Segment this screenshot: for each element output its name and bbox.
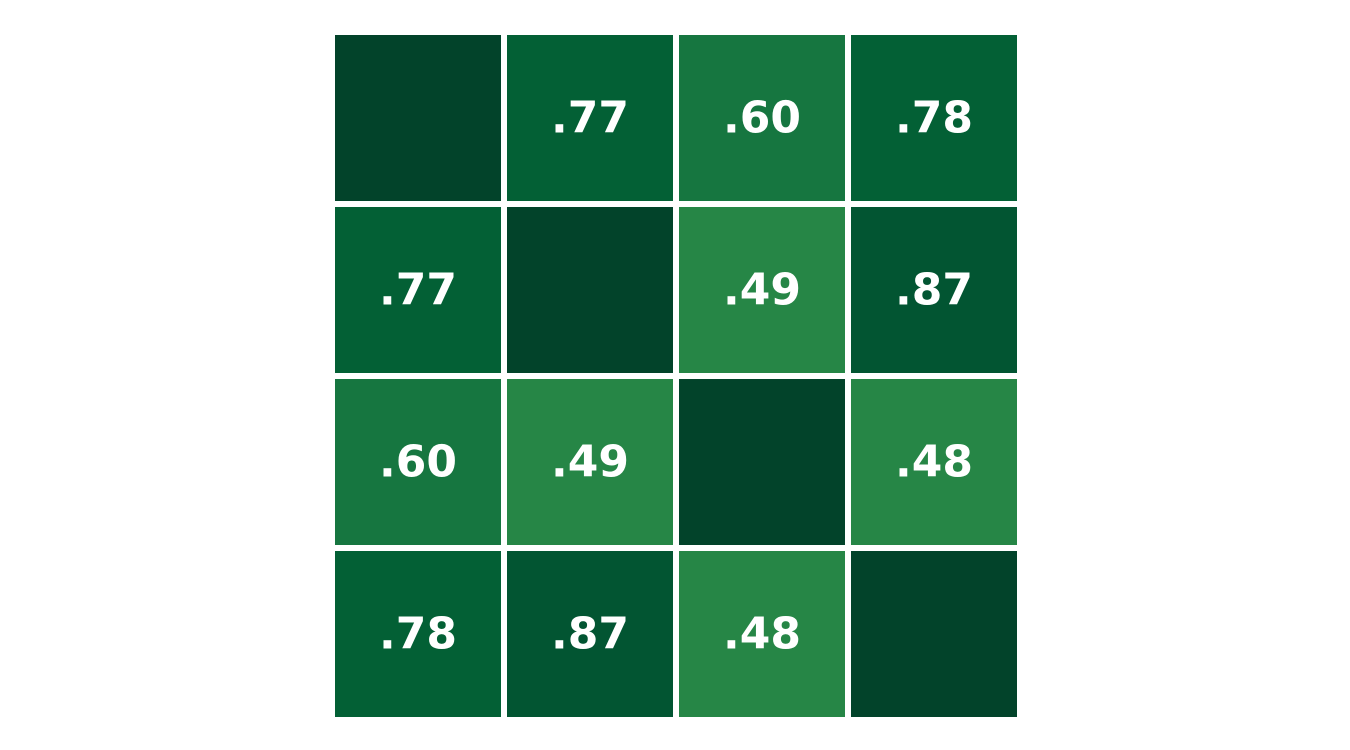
heatmap-cell-label-r1-c2: .49 (723, 265, 801, 316)
heatmap-cell-label-r0-c3: .78 (895, 93, 973, 144)
heatmap-cell-label-r3-c0: .78 (379, 609, 457, 660)
heatmap-cell-label-r2-c0: .60 (379, 437, 457, 488)
heatmap-cell-label-r3-c1: .87 (551, 609, 629, 660)
heatmap-cell-r2-c1 (507, 379, 673, 545)
heatmap-cell-r0-c2 (679, 35, 845, 201)
heatmap-cell-label-r0-c2: .60 (723, 93, 801, 144)
heatmap-cell-r2-c0 (335, 379, 501, 545)
heatmap-cell-r2-c2 (679, 379, 845, 545)
heatmap-cell-r0-c3 (851, 35, 1017, 201)
heatmap-cell-r0-c0 (335, 35, 501, 201)
heatmap-cell-r0-c1 (507, 35, 673, 201)
heatmap-cell-label-r1-c0: .77 (379, 265, 457, 316)
heatmap-cell-label-r2-c1: .49 (551, 437, 629, 488)
heatmap-cell-r1-c3 (851, 207, 1017, 373)
heatmap-cell-label-r0-c1: .77 (551, 93, 629, 144)
heatmap-cell-label-r1-c3: .87 (895, 265, 973, 316)
heatmap-cell-r1-c1 (507, 207, 673, 373)
heatmap-cell-r3-c1 (507, 551, 673, 717)
heatmap-cell-r2-c3 (851, 379, 1017, 545)
heatmap-cell-r3-c2 (679, 551, 845, 717)
heatmap-cell-r3-c3 (851, 551, 1017, 717)
heatmap-cell-label-r2-c3: .48 (895, 437, 973, 488)
heatmap-cell-r1-c2 (679, 207, 845, 373)
heatmap-cell-label-r3-c2: .48 (723, 609, 801, 660)
heatmap-cell-r1-c0 (335, 207, 501, 373)
heatmap-cell-r3-c0 (335, 551, 501, 717)
